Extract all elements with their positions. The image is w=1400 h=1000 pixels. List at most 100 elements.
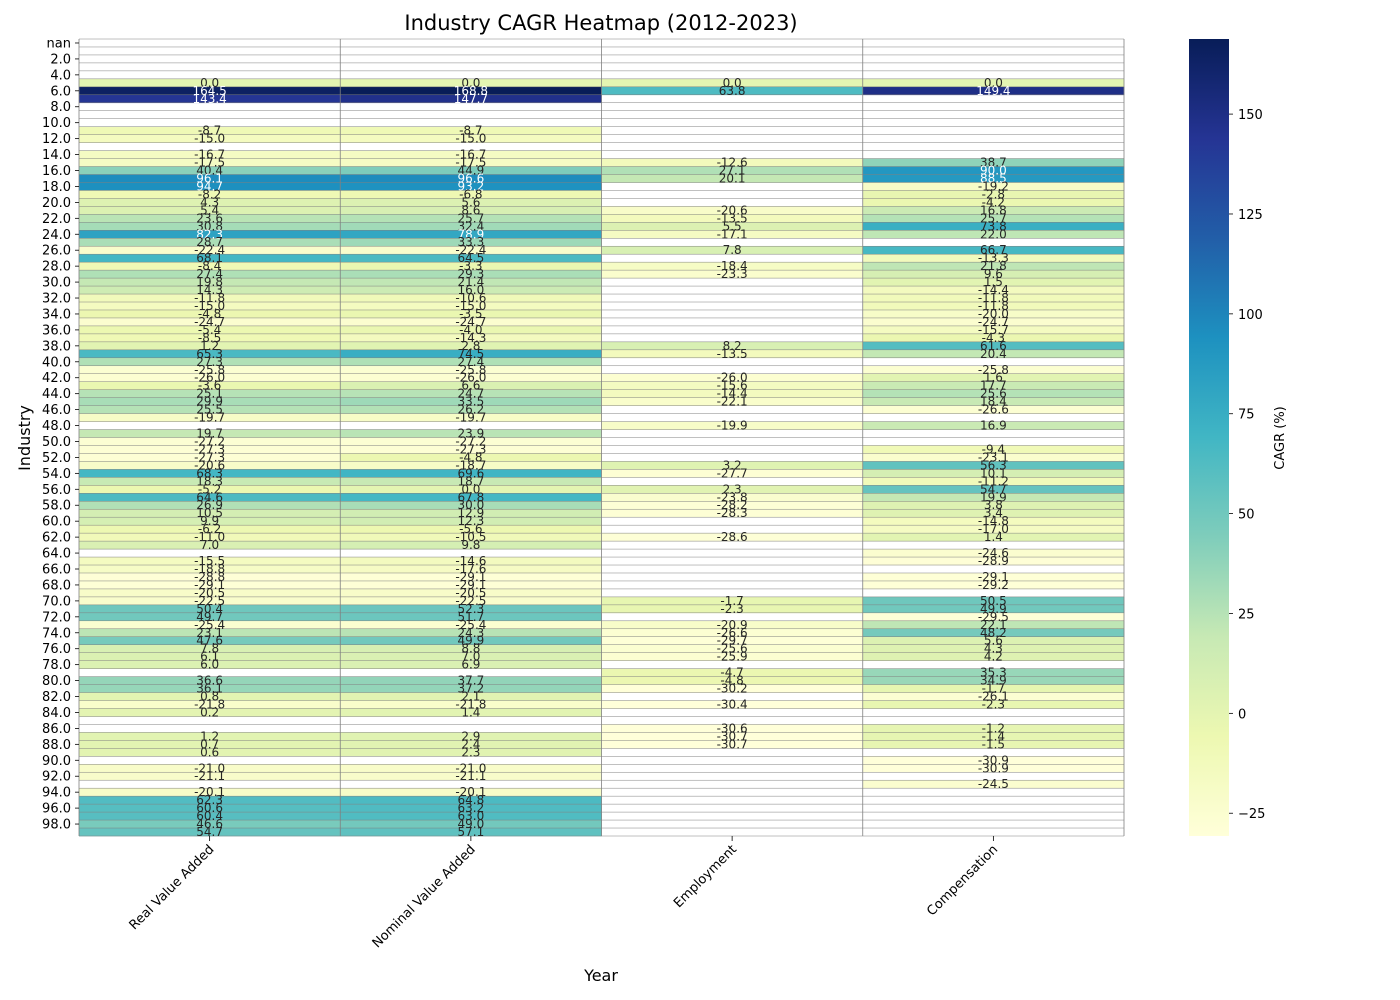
cell-annotation: 12.9 [458,506,485,520]
cell-annotation: -24.7 [194,315,225,329]
cell-annotation: -16.7 [455,148,486,162]
heatmap-cell [862,206,1125,215]
cell-annotation: -30.4 [717,697,748,711]
heatmap-cell [862,509,1125,518]
cell-annotation: -15.0 [455,132,486,146]
cell-annotation: -21.0 [194,761,225,775]
heatmap-cell [79,461,341,470]
cell-annotation: -25.8 [978,363,1009,377]
heatmap-cell [340,652,602,661]
heatmap-cell [340,461,602,470]
cell-annotation: 16.0 [458,283,485,297]
y-tick-label: 28.0 [42,260,71,275]
heatmap-cell [79,389,341,398]
cell-annotation: -18.4 [717,259,748,273]
cell-annotation: 37.7 [458,674,485,688]
y-tick-label: 92.0 [42,770,71,785]
cell-annotation: 94.7 [196,179,223,193]
cell-annotation: -14.3 [455,331,486,345]
cell-annotation: 0.0 [984,76,1003,90]
heatmap-cell [601,461,864,470]
heatmap-cell [79,636,341,646]
cell-annotation: -20.1 [194,785,225,799]
heatmap-cell [601,262,864,271]
cell-annotation: 6.6 [461,379,480,393]
heatmap-cell [340,493,602,502]
heatmap-cell [862,596,1125,606]
cell-annotation: 22.1 [980,618,1007,632]
cell-annotation: -22.1 [717,395,748,409]
heatmap-cell [862,533,1125,542]
cell-annotation: -28.6 [717,530,748,544]
cell-annotation: 73.8 [980,219,1007,233]
heatmap-cell [340,397,602,406]
heatmap-cell [79,596,341,606]
y-tick-label: 70.0 [42,594,71,609]
y-tick-label: 62.0 [42,531,71,546]
heatmap-cell [340,254,602,263]
heatmap-cell [340,604,602,614]
colorbar-tick-label: −25 [1238,807,1265,822]
cell-annotation: 22.0 [980,227,1007,241]
colorbar-ticks: −25 0 25 50 75 100 125 150 [1229,108,1265,822]
cell-annotation: -9.4 [982,442,1005,456]
cell-annotation: 17.7 [980,379,1007,393]
y-axis-label: Industry [15,405,34,471]
y-tick-label: 78.0 [42,658,71,673]
cell-annotation: 27.1 [719,164,746,178]
heatmap-cell [79,620,341,630]
cell-annotation: 54.7 [980,482,1007,496]
cell-annotation: 6.1 [200,650,219,664]
heatmap-cell [79,230,341,239]
cell-annotation: 19.7 [196,427,223,441]
heatmap-cell [340,796,602,805]
cell-annotation: -17.1 [717,227,748,241]
cell-annotation: 16.8 [980,203,1007,217]
cell-annotation: -25.9 [717,650,748,664]
heatmap-cell [79,493,341,502]
cell-annotation: -23.8 [717,490,748,504]
heatmap-cell [79,748,341,757]
heatmap-cell [340,596,602,606]
cell-annotation: -20.5 [194,586,225,600]
cell-annotation: 9.6 [984,267,1003,281]
heatmap-cell [601,174,864,183]
cell-annotation: 1.2 [200,339,219,353]
heatmap-cell [79,469,341,478]
heatmap-cell [79,445,341,454]
heatmap-cell [340,413,602,422]
cell-annotation: 12.3 [458,514,485,528]
heatmap-cell [601,509,864,518]
heatmap-cell [601,676,864,685]
cell-annotation: -26.0 [717,371,748,385]
heatmap-cell [862,461,1125,470]
cell-annotation: 9.8 [461,538,480,552]
heatmap-cell [601,166,864,175]
cell-annotation: -10.6 [455,291,486,305]
heatmap-cell [862,333,1125,343]
cell-annotation: -29.1 [455,578,486,592]
cell-annotation: -20.6 [194,458,225,472]
heatmap-cell [79,644,341,653]
y-tick-label: 24.0 [42,228,71,243]
cell-annotation: 20.4 [980,347,1007,361]
x-tick-label: Real Value Added [127,842,218,933]
heatmap-cell [340,286,602,295]
heatmap-cell [601,700,864,709]
cell-annotation: -30.7 [717,729,748,743]
y-tick-label: 60.0 [42,515,71,530]
heatmap-cell [79,134,341,143]
cell-annotation: 4.2 [984,650,1003,664]
heatmap-cell [340,644,602,653]
heatmap-cell [862,190,1125,199]
cell-annotation: 54.7 [196,825,223,839]
cell-annotation: -17.6 [455,562,486,576]
cell-annotation: 27.4 [196,267,223,281]
heatmap-cell [601,740,864,749]
cell-annotation: 63.0 [458,809,485,823]
heatmap-cell [340,541,602,550]
heatmap-cell [862,389,1125,398]
cell-annotation: -25.8 [194,363,225,377]
